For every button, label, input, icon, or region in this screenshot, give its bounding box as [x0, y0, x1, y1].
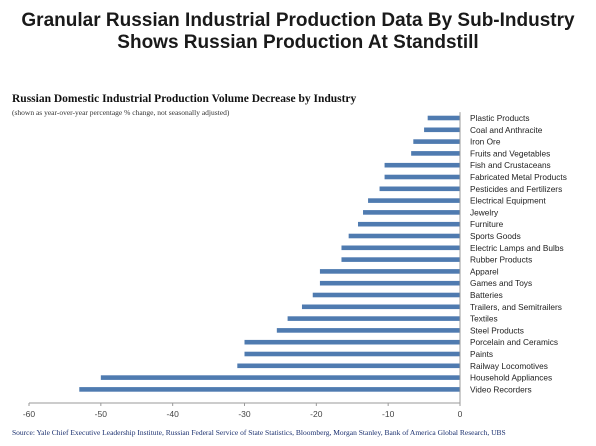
x-tick-label: -40	[167, 409, 180, 419]
bar	[341, 257, 460, 262]
category-label: Fabricated Metal Products	[470, 172, 567, 182]
category-label: Sports Goods	[470, 231, 521, 241]
bar	[424, 127, 460, 133]
category-label: Textiles	[470, 314, 498, 324]
bar	[357, 221, 460, 227]
category-label: Paints	[470, 349, 493, 359]
bar	[244, 339, 460, 345]
category-label: Furniture	[470, 219, 504, 229]
x-tick-label: -20	[310, 409, 323, 419]
bar	[368, 198, 460, 203]
x-axis: -60 -50 -40 -30 -20 -10 0	[23, 112, 463, 419]
category-labels: Plastic Products Coal and Anthracite Iron …	[470, 113, 567, 394]
category-label: Household Appliances	[470, 373, 552, 383]
x-tick-label: -60	[23, 409, 36, 419]
chart-subtitle: (shown as year-over-year percentage % ch…	[12, 108, 230, 117]
category-label: Iron Ore	[470, 137, 501, 147]
bar	[276, 328, 460, 333]
source-note: Source: Yale Chief Executive Leadership …	[12, 428, 506, 437]
bar	[312, 292, 460, 298]
category-label: Video Recorders	[470, 384, 532, 394]
headline-line-2: Shows Russian Production At Standstill	[117, 32, 479, 53]
bar	[301, 304, 460, 310]
bar	[379, 186, 460, 192]
bar	[384, 174, 460, 180]
bar	[427, 115, 460, 121]
category-label: Plastic Products	[470, 113, 529, 123]
bar	[100, 375, 460, 380]
bars-layer	[79, 115, 461, 392]
bar	[341, 245, 460, 251]
bar	[413, 139, 460, 144]
category-label: Jewelry	[470, 207, 499, 217]
category-label: Trailers, and Semitrailers	[470, 302, 562, 312]
bar	[348, 233, 460, 239]
bar	[79, 387, 461, 392]
headline-line-1: Granular Russian Industrial Production D…	[21, 10, 575, 31]
x-tick-label: -50	[95, 409, 108, 419]
category-label: Coal and Anthracite	[470, 125, 543, 135]
category-label: Fruits and Vegetables	[470, 148, 550, 158]
category-label: Railway Locomotives	[470, 361, 548, 371]
category-label: Apparel	[470, 266, 499, 276]
x-tick-label: -30	[238, 409, 251, 419]
bar	[244, 351, 460, 357]
category-label: Rubber Products	[470, 255, 532, 265]
bar	[287, 316, 460, 321]
bar	[237, 363, 460, 369]
bar	[363, 210, 460, 215]
bar	[384, 162, 460, 168]
category-label: Games and Toys	[470, 278, 532, 288]
bar	[411, 151, 460, 156]
bar	[319, 269, 460, 274]
chart-title: Russian Domestic Industrial Production V…	[12, 93, 357, 105]
bar	[319, 280, 460, 286]
category-label: Pesticides and Fertilizers	[470, 184, 562, 194]
headline: Granular Russian Industrial Production D…	[0, 10, 596, 54]
category-label: Electric Lamps and Bulbs	[470, 243, 564, 253]
category-label: Porcelain and Ceramics	[470, 337, 558, 347]
x-tick-label: -10	[382, 409, 395, 419]
category-label: Electrical Equipment	[470, 196, 546, 206]
category-label: Batteries	[470, 290, 503, 300]
category-label: Steel Products	[470, 325, 524, 335]
x-tick-label: 0	[458, 409, 463, 419]
category-label: Fish and Crustaceans	[470, 160, 551, 170]
